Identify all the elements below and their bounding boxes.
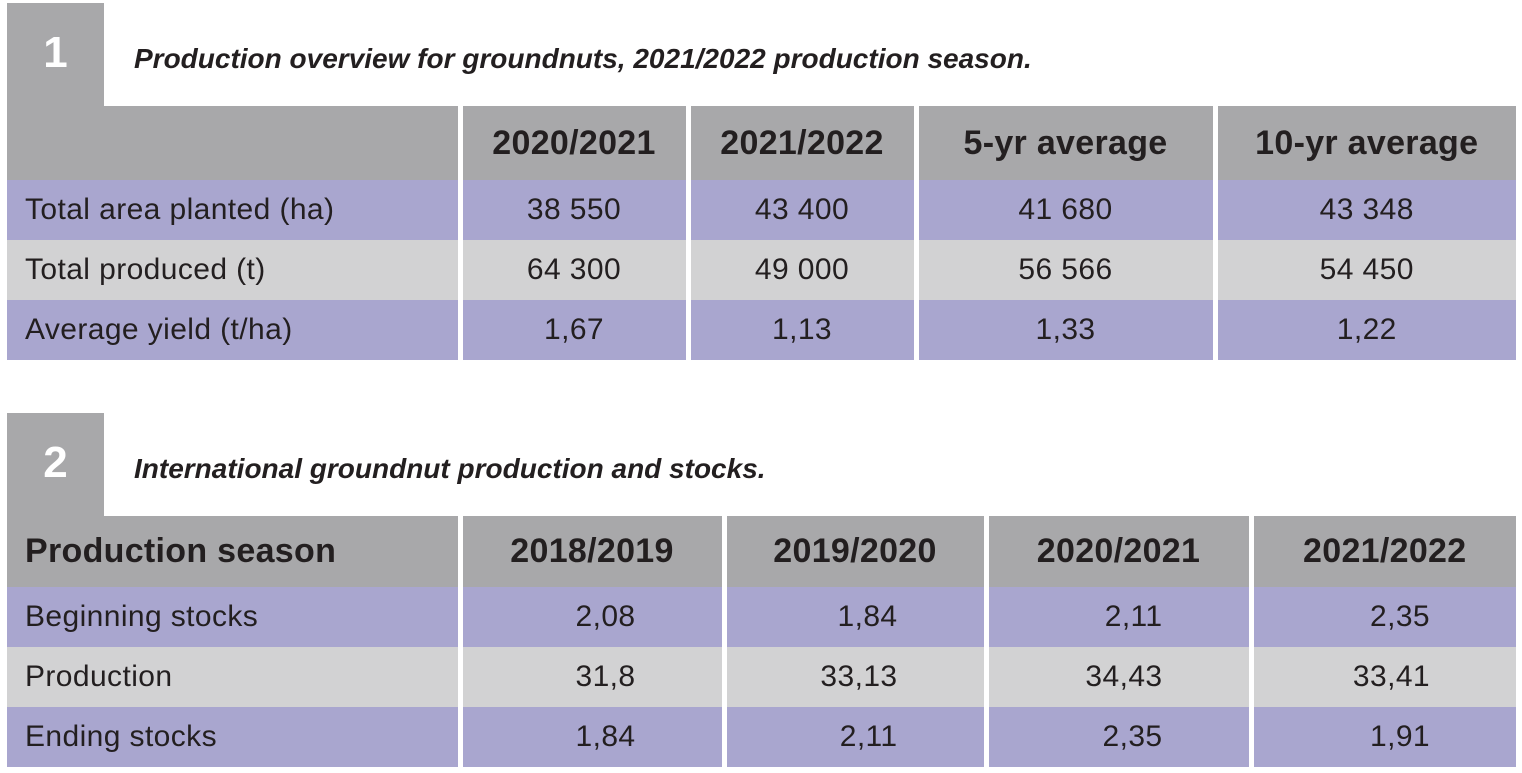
table-cell: 64 300 — [457, 240, 688, 300]
international-production-table: Production season 2018/2019 2019/2020 20… — [7, 516, 1516, 767]
table-cell: 49 000 — [685, 240, 916, 300]
column-header: 2021/2022 — [685, 106, 916, 180]
table-row: Ending stocks 1,84 2,11 2,35 1,91 — [7, 707, 1516, 767]
table-cell: 34,43 — [983, 647, 1251, 707]
table-cell: 1,22 — [1212, 300, 1516, 360]
row-label: Production — [7, 647, 460, 707]
table-cell: 2,11 — [983, 587, 1251, 647]
table-number-badge: 1 — [7, 3, 104, 106]
table-cell: 2,11 — [721, 707, 986, 767]
column-header: 2020/2021 — [983, 516, 1251, 587]
table-cell: 38 550 — [457, 180, 688, 240]
table-cell: 2,35 — [1248, 587, 1516, 647]
column-header: 5-yr average — [913, 106, 1215, 180]
table-cell: 43 348 — [1212, 180, 1516, 240]
table-cell: 54 450 — [1212, 240, 1516, 300]
table-cell: 1,84 — [721, 587, 986, 647]
table-row: Total produced (t) 64 300 49 000 56 566 … — [7, 240, 1516, 300]
table-cell: 2,08 — [457, 587, 724, 647]
column-header: 2018/2019 — [457, 516, 724, 587]
table-cell: 31,8 — [457, 647, 724, 707]
row-label: Total produced (t) — [7, 240, 460, 300]
table-cell: 1,91 — [1248, 707, 1516, 767]
table-header-row: Production season 2018/2019 2019/2020 20… — [7, 516, 1516, 587]
row-label: Ending stocks — [7, 707, 460, 767]
production-overview-table: 2020/2021 2021/2022 5-yr average 10-yr a… — [7, 106, 1516, 360]
column-header-stub — [7, 106, 460, 180]
table-row: Total area planted (ha) 38 550 43 400 41… — [7, 180, 1516, 240]
table-cell: 1,84 — [457, 707, 724, 767]
table-cell: 1,33 — [913, 300, 1215, 360]
table-cell: 56 566 — [913, 240, 1215, 300]
table-cell: 43 400 — [685, 180, 916, 240]
column-header: 2021/2022 — [1248, 516, 1516, 587]
column-header: 2020/2021 — [457, 106, 688, 180]
table-cell: 2,35 — [983, 707, 1251, 767]
table-row: Beginning stocks 2,08 1,84 2,11 2,35 — [7, 587, 1516, 647]
table-number-badge: 2 — [7, 413, 104, 516]
table-row: Average yield (t/ha) 1,67 1,13 1,33 1,22 — [7, 300, 1516, 360]
table-header-row: 2020/2021 2021/2022 5-yr average 10-yr a… — [7, 106, 1516, 180]
column-header-stub: Production season — [7, 516, 460, 587]
table-cell: 1,13 — [685, 300, 916, 360]
column-header: 10-yr average — [1212, 106, 1516, 180]
table-cell: 41 680 — [913, 180, 1215, 240]
table-caption: International groundnut production and s… — [134, 453, 766, 484]
table-cell: 33,41 — [1248, 647, 1516, 707]
table-cell: 1,67 — [457, 300, 688, 360]
row-label: Total area planted (ha) — [7, 180, 460, 240]
column-header: 2019/2020 — [721, 516, 986, 587]
table-cell: 33,13 — [721, 647, 986, 707]
table-caption: Production overview for groundnuts, 2021… — [134, 43, 1032, 74]
row-label: Average yield (t/ha) — [7, 300, 460, 360]
row-label: Beginning stocks — [7, 587, 460, 647]
table-row: Production 31,8 33,13 34,43 33,41 — [7, 647, 1516, 707]
